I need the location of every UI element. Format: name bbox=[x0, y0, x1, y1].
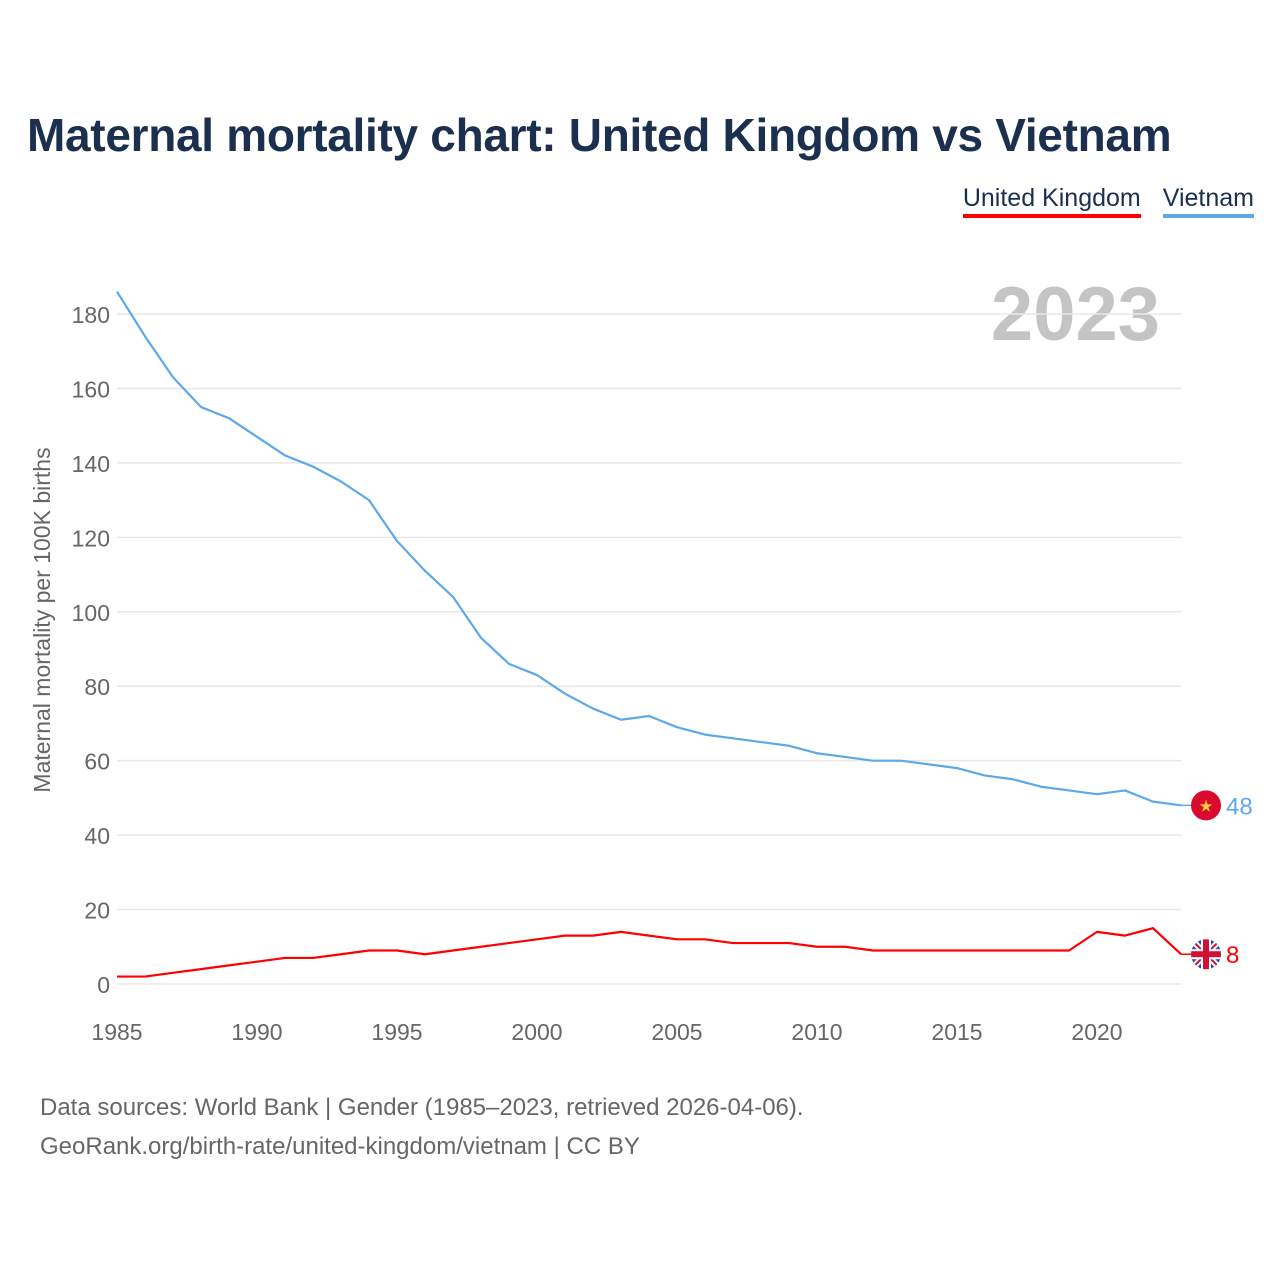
y-tick-label: 0 bbox=[97, 972, 110, 998]
end-value-label: 48 bbox=[1226, 793, 1253, 820]
x-tick-label: 2000 bbox=[511, 1019, 562, 1045]
vietnam-flag-icon bbox=[1191, 790, 1221, 821]
y-tick-label: 140 bbox=[72, 451, 110, 477]
y-tick-label: 160 bbox=[72, 376, 110, 402]
y-tick-label: 120 bbox=[72, 525, 110, 551]
series-line-united-kingdom bbox=[117, 927, 1182, 978]
x-tick-label: 2020 bbox=[1071, 1019, 1122, 1045]
legend-united-kingdom[interactable]: United Kingdom bbox=[962, 184, 1141, 218]
source-line-2[interactable]: GeoRank.org/birth-rate/united-kingdom/vi… bbox=[40, 1133, 640, 1160]
uk-flag-icon bbox=[1191, 939, 1221, 970]
series-line-vietnam bbox=[116, 291, 1182, 807]
chart-title: Maternal mortality chart: United Kingdom… bbox=[27, 109, 1172, 161]
x-tick-label: 2015 bbox=[931, 1019, 982, 1045]
flag-star-icon: ★ bbox=[1199, 796, 1213, 815]
y-tick-label: 100 bbox=[72, 600, 110, 626]
x-tick-label: 1985 bbox=[91, 1019, 142, 1045]
y-tick-label: 60 bbox=[84, 749, 110, 775]
end-value-label: 8 bbox=[1226, 942, 1239, 969]
legend-vietnam[interactable]: Vietnam bbox=[1162, 184, 1254, 218]
x-tick-label: 2005 bbox=[651, 1019, 702, 1045]
x-tick-label: 1990 bbox=[231, 1019, 282, 1045]
x-tick-label: 2010 bbox=[791, 1019, 842, 1045]
source-line-1: Data sources: World Bank | Gender (1985–… bbox=[40, 1094, 804, 1121]
y-tick-label: 180 bbox=[72, 302, 110, 328]
y-tick-label: 80 bbox=[84, 674, 110, 700]
x-tick-label: 1995 bbox=[371, 1019, 422, 1045]
source-note: Data sources: World Bank | Gender (1985–… bbox=[40, 1088, 804, 1166]
y-tick-label: 40 bbox=[84, 823, 110, 849]
y-axis-label: Maternal mortality per 100K births bbox=[29, 447, 55, 792]
legend: United Kingdom Vietnam bbox=[962, 184, 1254, 218]
y-tick-label: 20 bbox=[84, 898, 110, 924]
